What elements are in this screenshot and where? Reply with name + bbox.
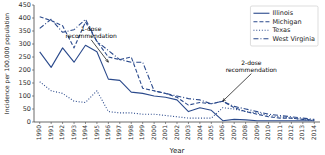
annotation-line: recommendation: [226, 66, 277, 73]
annotation-text: 1-doserecommendation: [66, 25, 117, 39]
x-tick-label: 2010: [264, 125, 271, 140]
x-tick-label: 2005: [207, 125, 214, 140]
legend-swatch: [253, 30, 269, 31]
x-tick: [131, 122, 132, 124]
y-tick: [32, 18, 34, 19]
x-tick-label: 2000: [150, 125, 157, 140]
legend-label: Texas: [271, 26, 291, 34]
y-tick-label: 350: [19, 27, 31, 35]
x-tick: [245, 122, 246, 124]
y-tick-label: 150: [19, 79, 31, 87]
x-tick: [199, 122, 200, 124]
x-tick-label: 2012: [287, 125, 294, 140]
x-tick: [268, 122, 269, 124]
annotation-line: 1-dose: [81, 25, 102, 32]
x-tick-label: 2004: [196, 125, 203, 140]
x-tick: [142, 122, 143, 124]
chart: 0 50 100 150 200 250 300 350 400 450 1990 1991 1992 1…: [0, 0, 325, 155]
y-axis-label: Incidence per 100,000 population: [3, 13, 11, 114]
x-tick: [211, 122, 212, 124]
x-tick: [165, 122, 166, 124]
x-tick-label: 2006: [218, 125, 225, 140]
y-tick: [32, 31, 34, 32]
x-tick: [154, 122, 155, 124]
annotation-text: 2-doserecommendation: [226, 59, 277, 73]
x-tick: [188, 122, 189, 124]
x-tick: [222, 122, 223, 124]
x-tick-label: 1992: [58, 125, 65, 140]
legend-swatch: [253, 38, 269, 39]
x-tick-label: 1990: [35, 125, 42, 140]
y-tick: [32, 44, 34, 45]
x-tick-label: 2009: [253, 125, 260, 140]
x-tick-label: 2014: [310, 125, 317, 140]
x-tick: [39, 122, 40, 124]
x-tick: [177, 122, 178, 124]
x-tick-label: 1997: [115, 125, 122, 140]
legend-label: Illinois: [272, 9, 293, 17]
y-tick-label: 100: [19, 92, 31, 100]
x-tick: [257, 122, 258, 124]
x-axis-label: Year: [169, 147, 185, 155]
y-tick-label: 300: [19, 40, 31, 48]
y-tick-label: 0: [27, 118, 31, 126]
y-tick-label: 400: [19, 14, 31, 22]
legend-label: Michigan: [272, 18, 301, 26]
plot-area: [40, 17, 315, 121]
y-tick: [32, 96, 34, 97]
annotation-arrow: [223, 74, 252, 102]
x-tick-label: 2002: [173, 125, 180, 140]
y-tick: [32, 109, 34, 110]
y-tick-label: 50: [23, 105, 31, 113]
x-tick-label: 2008: [241, 125, 248, 140]
x-tick-label: 1998: [127, 125, 134, 140]
annotation-line: recommendation: [66, 32, 117, 39]
x-tick: [234, 122, 235, 124]
x-tick: [74, 122, 75, 124]
x-tick-label: 2001: [161, 125, 168, 140]
legend-swatch: [253, 21, 269, 22]
legend-frame: [250, 6, 318, 46]
x-tick-label: 1994: [81, 125, 88, 140]
series-line: [40, 45, 315, 120]
series-line: [40, 19, 315, 119]
x-tick: [279, 122, 280, 124]
y-tick-label: 200: [19, 66, 31, 74]
x-tick-label: 1995: [93, 125, 100, 140]
x-tick: [291, 122, 292, 124]
x-tick: [85, 122, 86, 124]
x-tick: [62, 122, 63, 124]
x-tick-label: 1991: [47, 125, 54, 140]
x-tick: [314, 122, 315, 124]
legend-swatch: [253, 13, 269, 14]
x-tick: [51, 122, 52, 124]
x-tick: [96, 122, 97, 124]
x-tick-label: 2007: [230, 125, 237, 140]
y-tick: [32, 5, 34, 6]
y-tick: [32, 122, 34, 123]
y-tick: [32, 83, 34, 84]
y-axis-line: [34, 5, 35, 122]
x-tick-label: 1996: [104, 125, 111, 140]
y-tick: [32, 70, 34, 71]
legend: IllinoisMichiganTexasWest Virginia: [250, 6, 318, 46]
legend-label: West Virginia: [272, 35, 315, 43]
x-tick-label: 2011: [276, 125, 283, 140]
x-tick-label: 1999: [138, 125, 145, 140]
x-tick: [108, 122, 109, 124]
y-tick: [32, 57, 34, 58]
x-tick-label: 1993: [70, 125, 77, 140]
x-tick-label: 2013: [298, 125, 305, 140]
y-tick-label: 250: [19, 53, 31, 61]
annotation-arrow: [91, 40, 108, 62]
y-tick-label: 450: [19, 1, 31, 9]
annotation-line: 2-dose: [241, 59, 262, 66]
x-tick: [119, 122, 120, 124]
x-tick-label: 2003: [184, 125, 191, 140]
series-line: [40, 17, 315, 120]
x-tick: [302, 122, 303, 124]
